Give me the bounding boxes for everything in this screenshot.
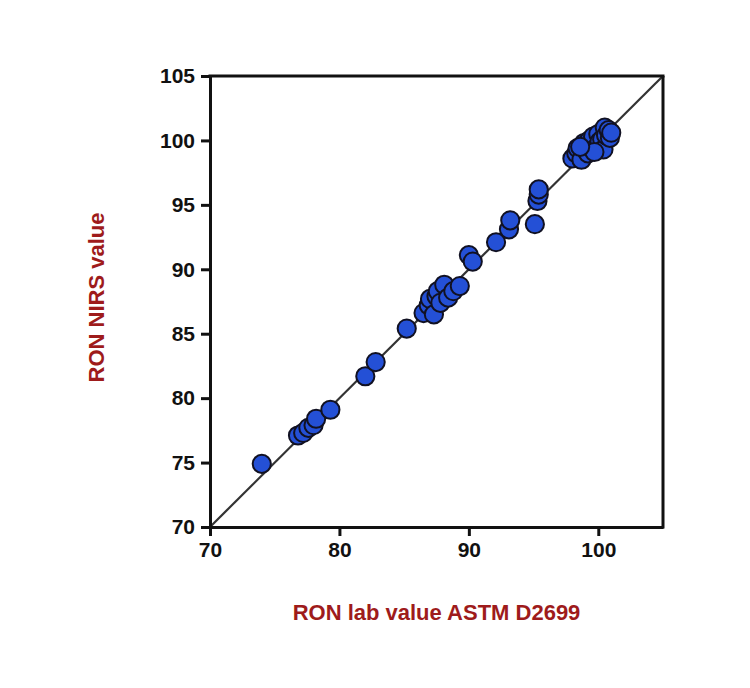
tick-mark: [468, 527, 471, 536]
tick-label: 70: [172, 515, 195, 538]
point: [398, 319, 416, 337]
tick-label: 80: [328, 538, 351, 561]
tick-mark: [201, 204, 210, 207]
tick: 75: [172, 451, 210, 474]
point: [367, 353, 385, 371]
tick: 85: [172, 322, 210, 345]
point: [464, 252, 482, 270]
tick: 70: [199, 527, 222, 561]
point: [602, 124, 620, 142]
tick-mark: [597, 527, 600, 536]
tick-label: 105: [160, 64, 195, 87]
point: [451, 277, 469, 295]
tick-mark: [201, 139, 210, 142]
y-axis-title: RON NIRS value: [84, 213, 109, 383]
point: [526, 215, 544, 233]
tick: 100: [160, 129, 210, 152]
frame: [662, 76, 665, 529]
chart: 70 80 90 100 70 75 80 85 90 95 100 105 RON lab value…: [0, 0, 750, 688]
tick-mark: [338, 527, 341, 536]
tick-mark: [201, 526, 210, 529]
axis-line: [209, 77, 212, 528]
tick-label: 100: [581, 538, 616, 561]
tick-label: 90: [458, 538, 481, 561]
point: [571, 138, 589, 156]
tick: 90: [172, 258, 210, 281]
plot-area: [210, 76, 663, 527]
reference-line: [210, 76, 663, 527]
tick-label: 75: [172, 451, 196, 474]
tick-label: 100: [160, 129, 195, 152]
tick: 95: [172, 193, 210, 216]
point: [253, 455, 271, 473]
tick-label: 85: [172, 322, 196, 345]
tick-label: 90: [172, 258, 195, 281]
tick-mark: [201, 462, 210, 465]
frame: [209, 75, 665, 78]
tick-label: 80: [172, 386, 195, 409]
point: [501, 211, 519, 229]
tick: 70: [172, 515, 210, 538]
tick: 105: [160, 64, 210, 87]
tick: 80: [328, 527, 351, 561]
x-axis-title: RON lab value ASTM D2699: [293, 600, 581, 625]
tick: 80: [172, 386, 210, 409]
tick-label: 70: [199, 538, 222, 561]
point: [530, 180, 548, 198]
tick: 100: [581, 527, 616, 561]
tick-mark: [201, 268, 210, 271]
axis-line: [211, 526, 664, 529]
tick-mark: [201, 333, 210, 336]
tick-mark: [201, 397, 210, 400]
tick: 90: [458, 527, 481, 561]
point: [321, 401, 339, 419]
y-axis: 70 75 80 85 90 95 100 105: [160, 64, 211, 538]
x-axis: 70 80 90 100: [199, 527, 664, 561]
tick-label: 95: [172, 193, 196, 216]
